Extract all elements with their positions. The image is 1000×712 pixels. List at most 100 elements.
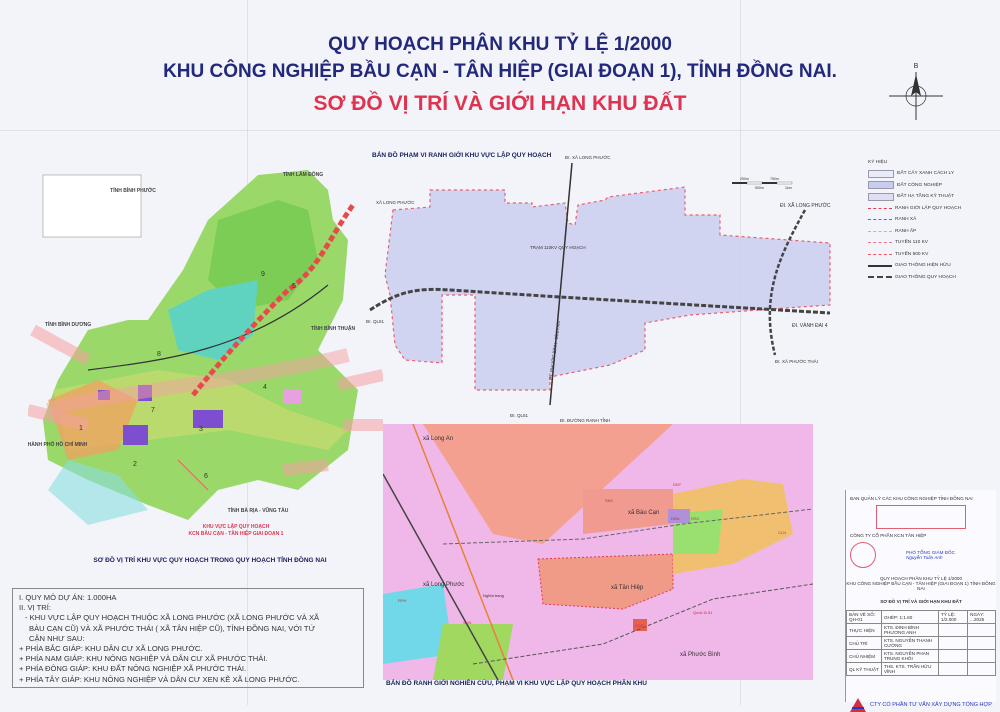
label-binh-duong: TỈNH BÌNH DƯƠNG: [45, 320, 91, 328]
signature-table: BẢN VẼ SỐ: QH-01 GHÉP: 1:1.60 TỶ LỆ: 1/2.0…: [846, 610, 996, 676]
legend-item: GIAO THÔNG HIỆN HỮU: [868, 260, 978, 272]
compass-north: B: [914, 63, 919, 70]
legend-swatch: [868, 181, 894, 190]
compass-icon: B: [889, 63, 943, 120]
label-xa-long-phuoc: XÃ LONG PHƯỚC: [376, 199, 415, 205]
expressway-planned: [191, 203, 356, 397]
legend-item: ĐẤT CÂY XANH CÁCH LY: [868, 168, 978, 180]
study-map: xã Long An xã Bàu Cạn xã Long Phước xã T…: [383, 424, 813, 680]
legend-item: RANH ẤP: [868, 226, 978, 238]
scale-label: 500m: [755, 186, 764, 190]
legend-label: GIAO THÔNG HIỆN HỮU: [895, 263, 951, 269]
info-north: + PHÍA BẮC GIÁP: KHU DÂN CƯ XÃ LONG PHƯỚ…: [19, 644, 203, 654]
signature-cell: NGÀY: ...2025: [967, 610, 996, 624]
title-line-2: KHU CÔNG NGHIỆP BẦU CẠN - TÂN HIỆP (GIAI…: [163, 61, 837, 82]
company-logo-icon: [850, 698, 866, 712]
code-cqp: CQP: [635, 623, 644, 628]
signature-cell: [938, 649, 969, 663]
legend-label: TUYẾN 110 KV: [895, 240, 928, 246]
signature-cell: [938, 636, 969, 650]
label-to-long-phuoc-east: ĐI. XÃ LONG PHƯỚC: [780, 202, 831, 209]
legend-title: KÝ HIỆU: [868, 160, 888, 165]
company-seal: [850, 542, 876, 568]
zone-3: 3: [199, 426, 203, 433]
legend-swatch: [868, 192, 894, 201]
signature-cell: TỶ LỆ: 1/2.000: [938, 610, 969, 624]
drawing-name: SƠ ĐỒ VỊ TRÍ VÀ GIỚI HẠN KHU ĐẤT: [880, 599, 962, 604]
signature-cell: [967, 649, 996, 663]
scale-label: 750m: [770, 177, 779, 181]
scale-bar: 250m 500m 750m 1km: [732, 177, 793, 190]
signature-cell: KTS. NGUYỄN PHAN TRUNG KHÔI: [880, 649, 940, 663]
boundary-map-title: BẢN ĐỒ PHẠM VI RANH GIỚI KHU VỰC LẬP QUY…: [372, 152, 552, 159]
label-to-ql51-south: ĐI. QL51: [510, 413, 529, 418]
signature-cell: [967, 623, 996, 637]
code-rsx: RSX: [691, 516, 700, 521]
info-west: + PHÍA TÂY GIÁP: KHU NÔNG NGHIỆP VÀ DÂN …: [19, 674, 300, 684]
legend-swatch: [868, 253, 892, 255]
info-location-desc: - KHU VỰC LẬP QUY HOẠCH THUỘC XÃ LONG PH…: [25, 613, 320, 623]
legend-item: ĐẤT CÔNG NGHIỆP: [868, 180, 978, 192]
zone-6: 6: [204, 473, 208, 480]
zone-7: 7: [151, 407, 155, 414]
legend-label: ĐẤT CÔNG NGHIỆP: [897, 182, 942, 188]
label-vanh-dai: ĐI. VÀNH ĐAI 4: [792, 322, 828, 329]
label-project-2: KCN BẦU CẠN - TÂN HIỆP GIAI ĐOẠN 1: [189, 529, 284, 537]
label-brvt: TỈNH BÀ RỊA - VŨNG TÀU: [228, 507, 289, 514]
info-location-desc: CẬN NHƯ SAU:: [29, 633, 85, 643]
code-cln: CLN: [778, 530, 786, 535]
info-scale: I. QUY MÔ DỰ ÁN: 1.000HA: [19, 593, 117, 602]
legend-label: RANH ẤP: [895, 228, 917, 234]
legend-swatch: [868, 276, 892, 279]
lake-area: [168, 280, 258, 360]
label-lam-dong: TỈNH LÂM ĐỒNG: [283, 171, 323, 178]
signature-row: THỰC HIỆN KTS. ĐINH BÌNH PHƯƠNG ANH: [846, 623, 996, 637]
zone-9: 9: [261, 271, 265, 278]
title-line-3: SƠ ĐỒ VỊ TRÍ VÀ GIỚI HẠN KHU ĐẤT: [313, 92, 687, 115]
label-duong-ranh-tinh: ĐI. ĐƯỜNG RANH TỈNH: [560, 417, 610, 423]
signature-row: CHỦ TRÌ KTS. NGUYỄN THANH CƯỜNG: [846, 636, 996, 650]
province-map-legend: [42, 174, 142, 238]
label-tram: TRẠM 110KV QUY HOẠCH: [530, 245, 586, 250]
existing-road-north-south: [549, 162, 573, 406]
signature-cell: QL KỸ THUẬT: [846, 662, 882, 676]
signature-row: QL KỸ THUẬT THS. KTS. TRẦN HỮU VĨNH: [846, 662, 996, 676]
legend-label: GIAO THÔNG QUY HOẠCH: [895, 274, 956, 280]
label-project: KHU VỰC LẬP QUY HOẠCH: [203, 523, 270, 530]
investor: CÔNG TY CỔ PHẦN KCN TÂN HIỆP: [850, 533, 927, 538]
signature-cell: GHÉP: 1:1.60: [880, 610, 940, 624]
signature-row: CHỦ NHIỆM KTS. NGUYỄN PHAN TRUNG KHÔI: [846, 649, 996, 663]
info-south: + PHÍA NAM GIÁP: KHU NÔNG NGHIỆP VÀ DÂN …: [19, 654, 268, 664]
approval-stamp: [876, 505, 966, 529]
code-skk: SKK: [605, 498, 613, 503]
planned-road-east-west: [369, 287, 831, 315]
legend-items: ĐẤT CÂY XANH CÁCH LY ĐẤT CÔNG NGHIỆP ĐẤT H…: [868, 168, 978, 283]
signature-cell: [938, 662, 969, 676]
label-to-ql51-west: ĐI. QL51: [366, 319, 385, 324]
legend-swatch: [868, 207, 892, 209]
fold-line: [0, 130, 1000, 131]
label-to-phuoc-thai: ĐI. XÃ PHƯỚC THÁI: [775, 358, 818, 364]
signature-cell: [967, 636, 996, 650]
legend-swatch: [868, 242, 892, 244]
label-bau-can: xã Bàu Cạn: [628, 510, 659, 516]
legend-label: RANH XÃ: [895, 217, 917, 223]
title-line-1: QUY HOẠCH PHÂN KHU TỶ LỆ 1/2000: [328, 34, 672, 55]
legend-label: ĐẤT CÂY XANH CÁCH LY: [897, 171, 955, 177]
label-phuoc-binh: xã Phước Bình: [680, 652, 720, 658]
label-quoc-lo: Quốc lộ 51: [693, 610, 713, 615]
legend-swatch: [868, 264, 892, 267]
industrial-area: [123, 425, 148, 445]
label-hcm: THÀNH PHỐ HỒ CHÍ MINH: [28, 440, 88, 448]
boundary-map: ĐI. XÃ LONG PHƯỚC XÃ LONG PHƯỚC TRẠM 110…: [366, 154, 831, 423]
info-east: + PHÍA ĐÔNG GIÁP: KHU ĐẤT NÔNG NGHIỆP XÃ…: [19, 664, 247, 674]
signature-cell: [938, 623, 969, 637]
signer-role: PHÓ TỔNG GIÁM ĐỐC: [906, 550, 955, 555]
info-location-heading: II. VỊ TRÍ:: [19, 603, 51, 613]
code-dra: DRA: [671, 516, 680, 521]
legend-label: RANH GIỚI LẬP QUY HOẠCH: [895, 205, 962, 211]
signer-name: Nguyễn Tuấn Anh: [906, 555, 943, 560]
legend: KÝ HIỆU ĐẤT CÂY XANH CÁCH LY ĐẤT CÔNG NGH…: [868, 160, 978, 283]
planned-road-east: [768, 209, 807, 356]
legend-label: TUYẾN 500 KV: [895, 251, 929, 257]
